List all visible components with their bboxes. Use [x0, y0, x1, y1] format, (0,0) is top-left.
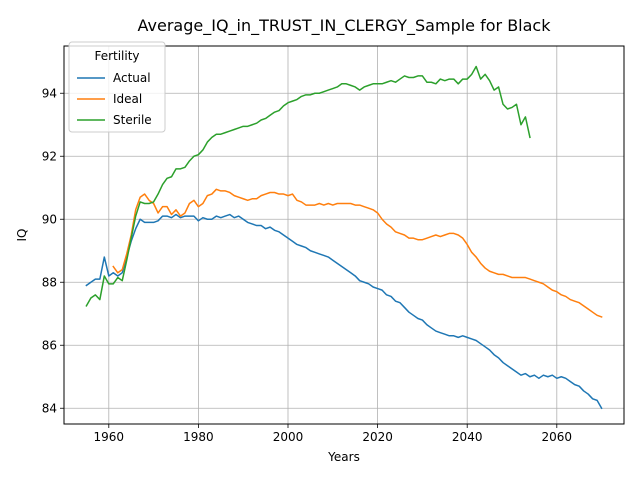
plot-frame [63, 45, 625, 425]
y-tick-label: 88 [42, 275, 57, 289]
x-tick-label: 2020 [362, 430, 393, 444]
legend: Fertility Actual Ideal Sterile [68, 41, 166, 133]
x-tick-label: 1960 [94, 430, 125, 444]
legend-title: Fertility [94, 49, 139, 63]
y-tick-label: 92 [42, 149, 57, 163]
x-axis-label: Years [327, 450, 360, 464]
x-axis-ticks: 1960 1980 2000 2020 2040 2060 [94, 424, 573, 444]
legend-label-actual: Actual [113, 71, 151, 85]
x-tick-label: 2000 [273, 430, 304, 444]
chart-title: Average_IQ_in_TRUST_IN_CLERGY_Sample for… [138, 16, 552, 36]
series-line-ideal [112, 188, 603, 318]
series-lines [85, 65, 603, 410]
y-axis-ticks: 84 86 88 90 92 94 [42, 86, 64, 415]
y-tick-label: 94 [42, 86, 57, 100]
x-tick-label: 2060 [542, 430, 573, 444]
legend-entries: Actual Ideal Sterile [77, 71, 152, 127]
legend-label-ideal: Ideal [113, 92, 142, 106]
legend-box [68, 41, 166, 133]
legend-label-sterile: Sterile [113, 113, 152, 127]
y-tick-label: 84 [42, 401, 57, 415]
grid [64, 46, 624, 424]
series-line-sterile [85, 65, 531, 307]
y-tick-label: 90 [42, 212, 57, 226]
y-axis-label: IQ [15, 229, 29, 242]
x-tick-label: 2040 [452, 430, 483, 444]
series-line-actual [85, 213, 603, 410]
y-tick-label: 86 [42, 338, 57, 352]
x-tick-label: 1980 [183, 430, 214, 444]
